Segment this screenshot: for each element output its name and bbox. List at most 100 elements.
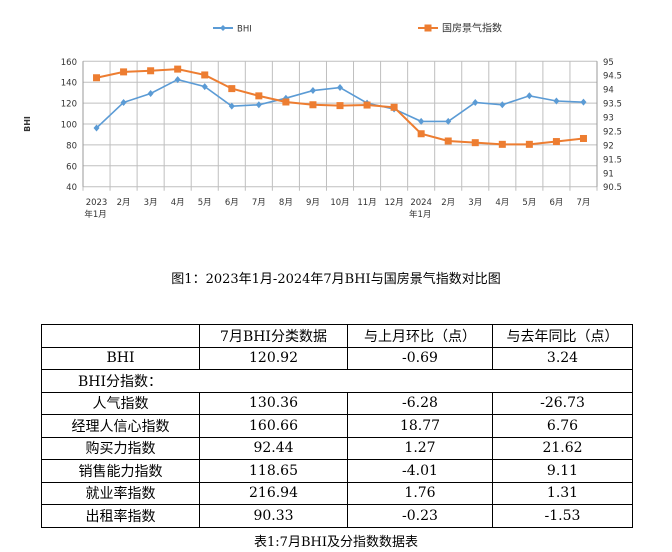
legend-marker xyxy=(220,25,226,31)
table-row: BHI 120.92 -0.69 3.24 xyxy=(41,346,633,370)
table-cell: 130.36 xyxy=(199,391,348,415)
table-cell: -1.53 xyxy=(492,504,633,528)
chart: 40 60 80 100 120 140 160 90.5 91 91.5 92 92.5 93 93.5… xyxy=(23,22,622,221)
data-point xyxy=(282,98,290,106)
subheading: BHI分指数： xyxy=(41,369,633,393)
x-tick-label: 3月 xyxy=(144,198,158,208)
data-point xyxy=(580,98,587,106)
header-cell: 7月BHI分类数据 xyxy=(199,324,348,348)
x-tick-label: 12月 xyxy=(384,198,403,208)
data-point xyxy=(201,71,209,79)
data-point xyxy=(201,83,208,91)
table-row: 人气指数 130.36 -6.28 -26.73 xyxy=(41,391,633,415)
table-cell: 90.33 xyxy=(199,504,348,528)
data-point xyxy=(228,85,236,93)
x-tick-label: 年1月 xyxy=(84,209,106,220)
data-point xyxy=(552,138,560,146)
x-tick-label: 7月 xyxy=(577,198,591,208)
y-right-tick-label: 94.5 xyxy=(603,72,622,82)
x-tick-label: 2月 xyxy=(117,198,131,208)
data-point xyxy=(337,84,343,92)
table-cell: 1.27 xyxy=(347,436,493,460)
y-tick-label: 160 xyxy=(61,58,77,68)
x-tick-label: 10月 xyxy=(330,198,349,208)
x-tick-label: 6月 xyxy=(549,198,563,208)
x-tick-label: 11月 xyxy=(357,198,376,208)
data-point xyxy=(390,103,398,111)
data-point xyxy=(526,92,533,100)
y-right-tick-label: 92 xyxy=(603,141,614,151)
y-right-tick-label: 95 xyxy=(603,58,614,68)
y-right-tick-label: 94 xyxy=(603,86,614,96)
table-cell: -26.73 xyxy=(492,391,633,415)
x-tick-label: 3月 xyxy=(468,198,482,208)
y-right-tick-label: 91 xyxy=(603,169,614,179)
table-cell: 1.31 xyxy=(492,481,633,505)
x-tick-label: 4月 xyxy=(171,198,185,208)
x-tick-label: 5月 xyxy=(198,198,212,208)
table-row: 经理人信心指数 160.66 18.77 6.76 xyxy=(41,414,633,438)
y-axis-label: BHI xyxy=(23,116,32,132)
x-tick-label: 2024 xyxy=(410,198,432,208)
table-cell: -0.69 xyxy=(347,346,493,370)
data-point xyxy=(147,89,154,97)
data-table: 7月BHI分类数据 与上月环比（点） 与去年同比（点） BHI 120.92 -… xyxy=(41,324,633,528)
data-point xyxy=(120,98,127,106)
data-point xyxy=(309,87,316,95)
table-row: 销售能力指数 118.65 -4.01 9.11 xyxy=(41,459,633,483)
header-cell: 与上月环比（点） xyxy=(347,324,493,348)
table-cell: 216.94 xyxy=(199,481,348,505)
row-label: 购买力指数 xyxy=(41,436,200,460)
table-cell: 18.77 xyxy=(347,414,493,438)
row-label: 出租率指数 xyxy=(41,504,200,528)
table-cell: 3.24 xyxy=(492,346,633,370)
table-cell: 92.44 xyxy=(199,436,348,460)
x-tick-label: 7月 xyxy=(252,198,266,208)
table-cell: 9.11 xyxy=(492,459,633,483)
row-label: 人气指数 xyxy=(41,391,200,415)
table-header-row: 7月BHI分类数据 与上月环比（点） 与去年同比（点） xyxy=(41,324,633,348)
y-tick-label: 100 xyxy=(61,121,77,131)
y-right-tick-label: 91.5 xyxy=(603,155,622,165)
y-right-tick-label: 93.5 xyxy=(603,100,622,110)
figure-caption: 图1：2023年1月-2024年7月BHI与国房景气指数对比图 xyxy=(171,272,501,287)
data-point xyxy=(417,130,425,138)
row-label: 经理人信心指数 xyxy=(41,414,200,438)
table-cell: 160.66 xyxy=(199,414,348,438)
data-point xyxy=(472,98,479,106)
data-point xyxy=(553,97,560,105)
header-cell: 与去年同比（点） xyxy=(492,324,633,348)
table-row: 购买力指数 92.44 1.27 21.62 xyxy=(41,436,633,460)
table-cell: -0.23 xyxy=(347,504,493,528)
header-cell xyxy=(41,324,200,348)
data-point xyxy=(174,76,181,84)
y-right-tick-label: 90.5 xyxy=(603,183,622,193)
data-point xyxy=(120,68,128,76)
data-point xyxy=(336,102,344,110)
data-point xyxy=(418,117,425,125)
table-caption: 表1:7月BHI及分指数数据表 xyxy=(254,535,418,550)
y-tick-label: 40 xyxy=(66,183,77,193)
data-point xyxy=(444,137,452,145)
data-point xyxy=(525,140,533,148)
y-right-tick-label: 92.5 xyxy=(603,127,622,137)
data-point xyxy=(147,67,155,75)
data-point xyxy=(498,140,506,148)
y-tick-label: 120 xyxy=(61,100,77,110)
row-label: 就业率指数 xyxy=(41,481,200,505)
y-tick-label: 80 xyxy=(66,141,77,151)
row-label: 销售能力指数 xyxy=(41,459,200,483)
legend-label: 国房景气指数 xyxy=(442,22,502,35)
table-cell: 21.62 xyxy=(492,436,633,460)
data-point xyxy=(363,101,371,109)
table-cell: -4.01 xyxy=(347,459,493,483)
table-row: 就业率指数 216.94 1.76 1.31 xyxy=(41,481,633,505)
table-cell: 118.65 xyxy=(199,459,348,483)
x-tick-label: 5月 xyxy=(522,198,536,208)
x-tick-label: 6月 xyxy=(225,198,239,208)
data-point xyxy=(579,134,587,142)
data-point xyxy=(228,102,235,110)
table-cell: 120.92 xyxy=(199,346,348,370)
data-point xyxy=(499,101,506,109)
table-subheading-row: BHI分指数： xyxy=(41,369,633,393)
